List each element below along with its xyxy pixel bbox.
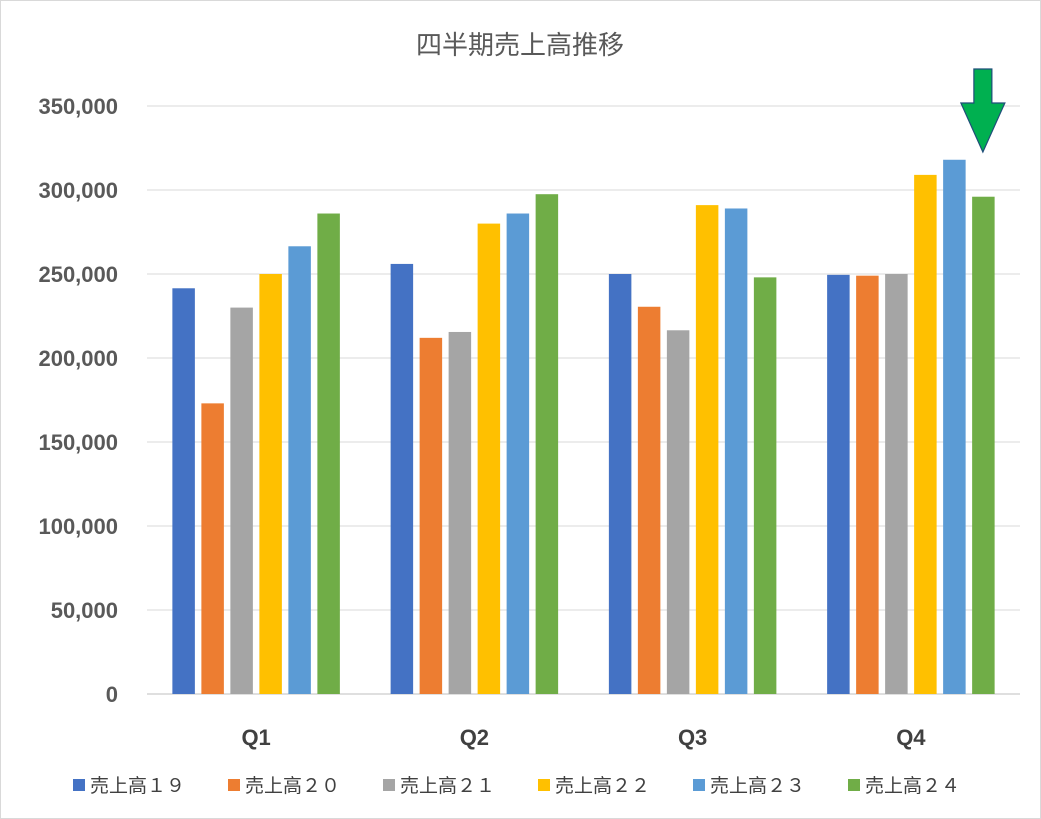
- y-tick-label: 150,000: [38, 430, 118, 455]
- x-tick-label: Q1: [241, 725, 270, 750]
- bar-q3-series-2: [637, 306, 661, 694]
- chart-title: 四半期売上高推移: [416, 31, 624, 61]
- x-tick-label: Q3: [678, 725, 707, 750]
- y-tick-label: 250,000: [38, 262, 118, 287]
- legend-label: 売上高２４: [865, 775, 960, 797]
- bar-q2-series-5: [506, 213, 530, 694]
- bar-q1-series-2: [201, 403, 224, 694]
- bar-q2-series-4: [477, 223, 501, 694]
- bar-q4-series-5: [943, 159, 966, 694]
- bar-q3-series-4: [695, 205, 719, 694]
- legend-label: 売上高２３: [710, 775, 805, 797]
- y-tick-label: 0: [106, 682, 118, 707]
- bar-q1-series-1: [172, 288, 195, 694]
- bar-q2-series-3: [448, 331, 472, 694]
- legend-label: 売上高２２: [555, 775, 650, 797]
- legend-swatch: [383, 779, 395, 791]
- y-tick-label: 350,000: [38, 94, 118, 119]
- bar-q3-series-6: [753, 277, 777, 694]
- legend-label: 売上高２１: [400, 775, 495, 797]
- legend-swatch: [538, 779, 550, 791]
- bar-q3-series-3: [666, 330, 690, 694]
- y-tick-label: 200,000: [38, 346, 118, 371]
- bar-q3-series-5: [724, 208, 748, 695]
- bar-q1-series-4: [259, 274, 282, 694]
- bar-q4-series-3: [885, 274, 908, 694]
- legend: 売上高１９ 売上高２０ 売上高２１ 売上高２２ 売上高２３ 売上高２４: [73, 775, 960, 797]
- x-tick-label: Q2: [460, 725, 489, 750]
- legend-label: 売上高１９: [90, 775, 185, 797]
- x-tick-label: Q4: [896, 725, 926, 750]
- bar-q2-series-1: [390, 263, 414, 694]
- bar-q3-series-1: [608, 274, 632, 694]
- bar-q2-series-6: [535, 194, 559, 694]
- y-tick-label: 100,000: [38, 514, 118, 539]
- bar-series: [172, 159, 995, 695]
- bar-q4-series-6: [972, 196, 995, 694]
- bar-q4-series-1: [827, 274, 850, 694]
- annotation-arrow: [959, 68, 1006, 154]
- legend-swatch: [693, 779, 705, 791]
- bar-q4-series-2: [856, 275, 879, 694]
- y-axis: 0 50,000 100,000 150,000 200,000 250,000 300,0…: [38, 94, 118, 707]
- legend-swatch: [228, 779, 240, 791]
- legend-swatch: [73, 779, 85, 791]
- x-axis: Q1 Q2 Q3 Q4: [241, 725, 926, 750]
- bar-q1-series-5: [288, 246, 311, 694]
- bar-q4-series-4: [914, 174, 937, 694]
- y-tick-label: 300,000: [38, 178, 118, 203]
- bar-q1-series-3: [230, 307, 253, 694]
- legend-swatch: [848, 779, 860, 791]
- bar-q2-series-2: [419, 337, 443, 694]
- legend-label: 売上高２０: [245, 775, 340, 797]
- y-tick-label: 50,000: [51, 598, 118, 623]
- down-arrow-icon: [959, 68, 1006, 154]
- bar-q1-series-6: [317, 213, 340, 694]
